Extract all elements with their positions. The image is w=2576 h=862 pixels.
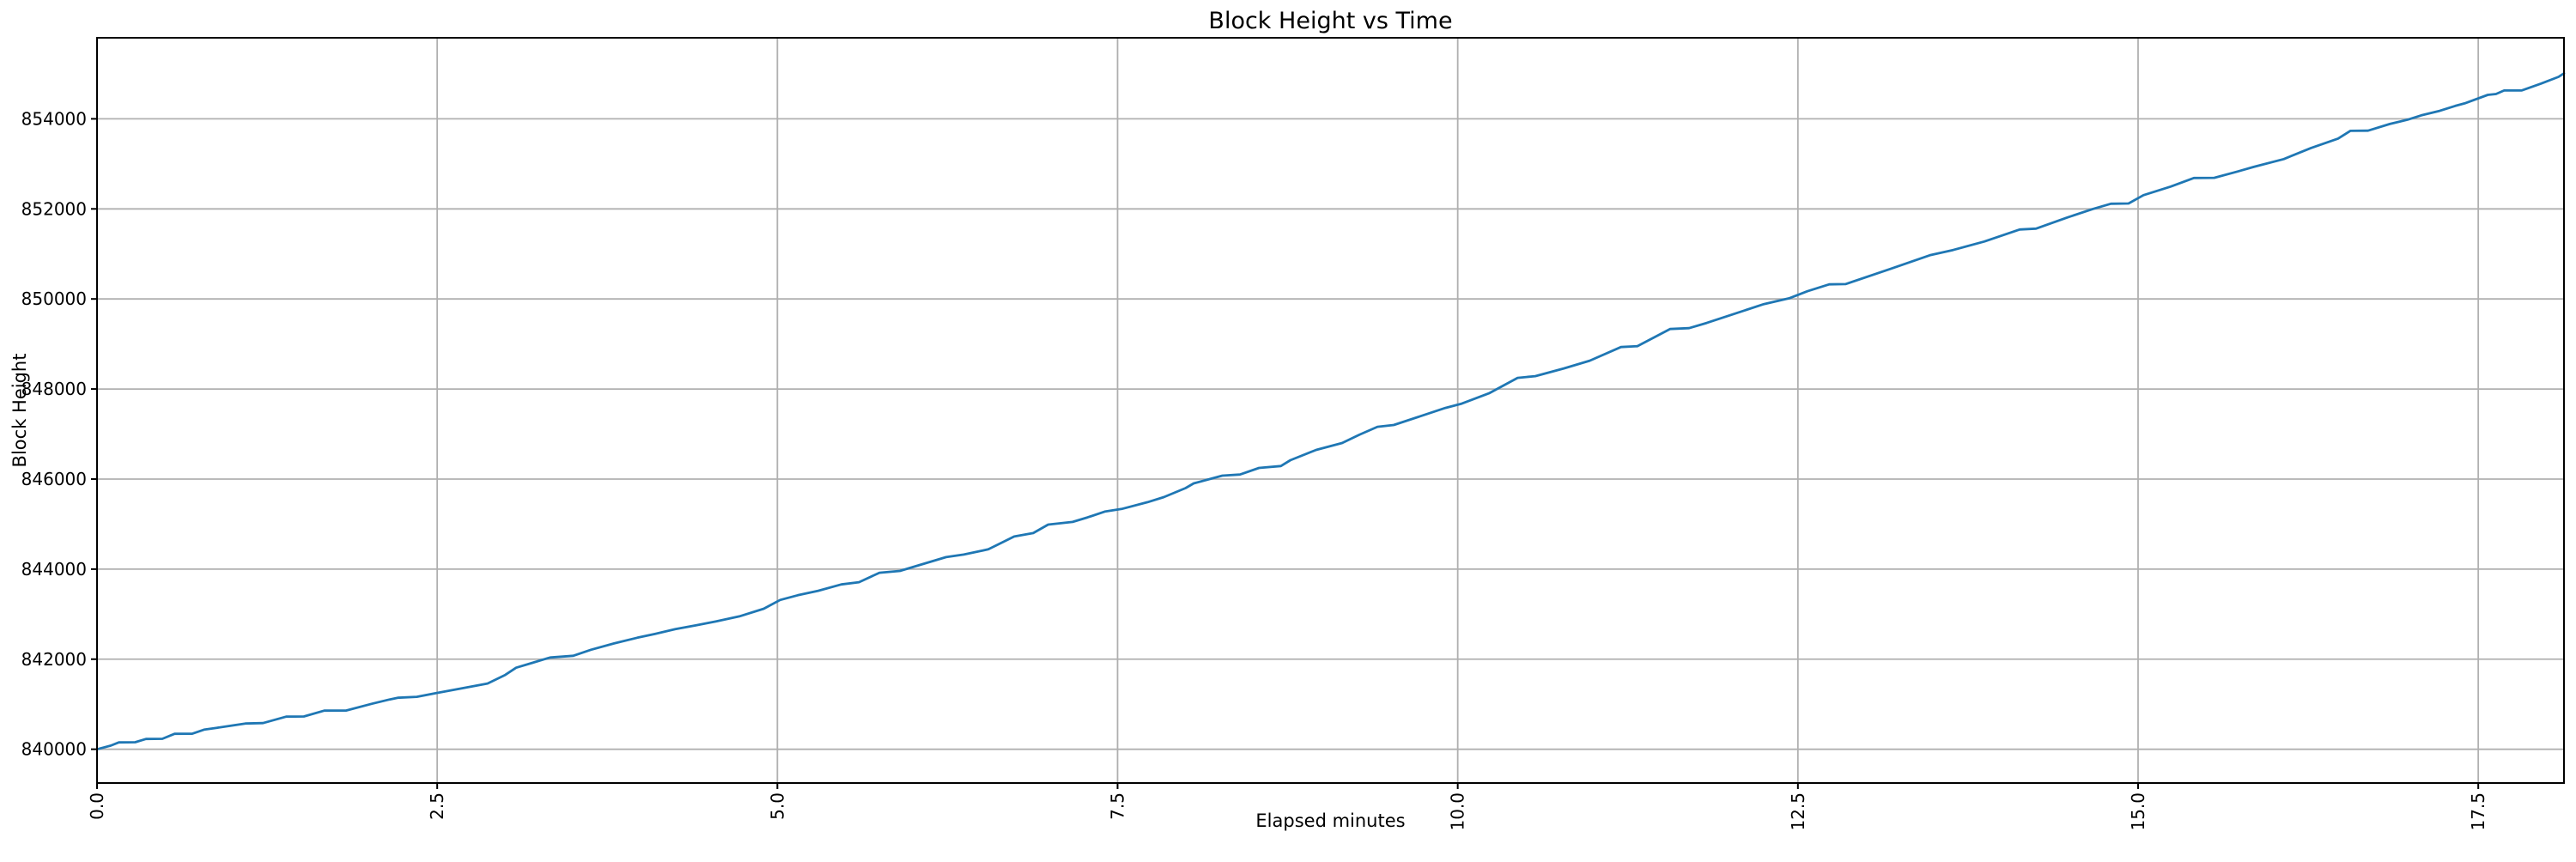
y-tick-label: 854000 xyxy=(21,108,87,129)
y-tick-label: 850000 xyxy=(21,288,87,309)
y-axis-label: Block Height xyxy=(9,354,30,468)
y-tick-labels: 840000 842000 844000 846000 848000 850000 8520… xyxy=(21,108,87,759)
tick-marks xyxy=(91,118,2480,789)
y-tick-label: 840000 xyxy=(21,739,87,760)
line-series-block-height xyxy=(95,72,2566,751)
y-tick-label: 846000 xyxy=(21,469,87,489)
y-tick-label: 852000 xyxy=(21,198,87,219)
x-tick-label: 15.0 xyxy=(2128,792,2148,831)
x-tick-label: 5.0 xyxy=(767,792,787,820)
x-tick-label: 7.5 xyxy=(1107,792,1127,820)
x-tick-label: 0.0 xyxy=(87,792,107,820)
grid-lines xyxy=(96,38,2564,783)
x-axis-label: Elapsed minutes xyxy=(1255,810,1405,831)
y-tick-label: 848000 xyxy=(21,379,87,399)
y-tick-label: 844000 xyxy=(21,559,87,580)
y-tick-label: 842000 xyxy=(21,649,87,670)
chart-title: Block Height vs Time xyxy=(1208,8,1452,34)
x-tick-label: 17.5 xyxy=(2468,792,2488,831)
x-tick-label: 12.5 xyxy=(1788,792,1808,831)
x-tick-label: 2.5 xyxy=(427,792,447,820)
x-tick-labels: 0.0 2.5 5.0 7.5 10.0 12.5 15.0 17.5 xyxy=(87,792,2488,831)
x-tick-label: 10.0 xyxy=(1448,792,1468,831)
plot-frame xyxy=(96,37,2565,784)
